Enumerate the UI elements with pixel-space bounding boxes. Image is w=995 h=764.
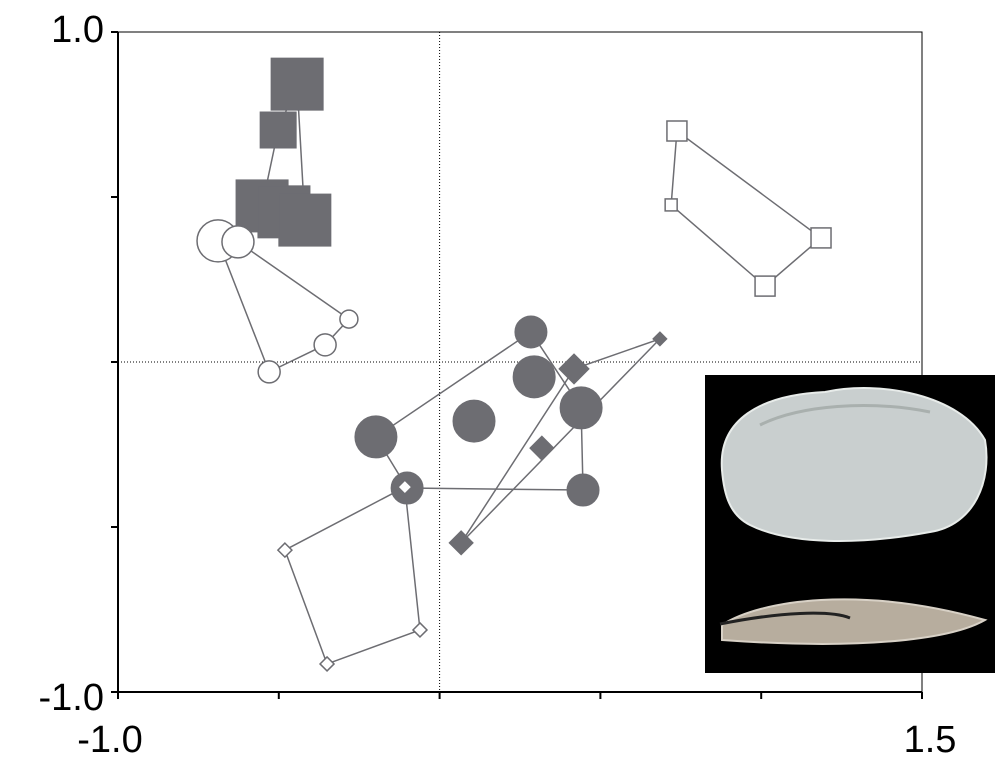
point [754, 275, 776, 297]
point [559, 386, 603, 430]
shell-side [720, 387, 988, 542]
y-tick-label: 1.0 [51, 9, 104, 51]
point [221, 225, 255, 259]
shell-top [721, 598, 988, 645]
point [512, 355, 556, 399]
point [270, 57, 324, 111]
group-hull [460, 338, 661, 544]
point [514, 315, 548, 349]
x-tick-label: -1.0 [77, 719, 142, 761]
shell-ridge [759, 404, 931, 427]
point [558, 353, 590, 385]
x-tick-label: 1.5 [904, 719, 957, 761]
group-hull [670, 129, 823, 288]
point [276, 542, 293, 559]
y-tick-label: -1.0 [39, 677, 104, 719]
point [257, 360, 281, 384]
plot-area: -1.0 1.5 -1.0 1.0 [39, 9, 957, 761]
point [411, 621, 429, 639]
shell-photo [705, 375, 995, 673]
point [278, 193, 332, 247]
point [396, 479, 413, 496]
point [339, 309, 359, 329]
point [452, 399, 496, 443]
point [318, 655, 336, 673]
point [810, 227, 832, 249]
point [354, 415, 398, 459]
point [313, 333, 337, 357]
point [652, 331, 668, 347]
point [664, 198, 678, 212]
group-hull [283, 485, 421, 665]
point [259, 111, 297, 149]
point [529, 435, 555, 461]
point [448, 530, 474, 556]
shell-gap [719, 611, 851, 626]
point [666, 120, 688, 142]
point [566, 473, 600, 507]
